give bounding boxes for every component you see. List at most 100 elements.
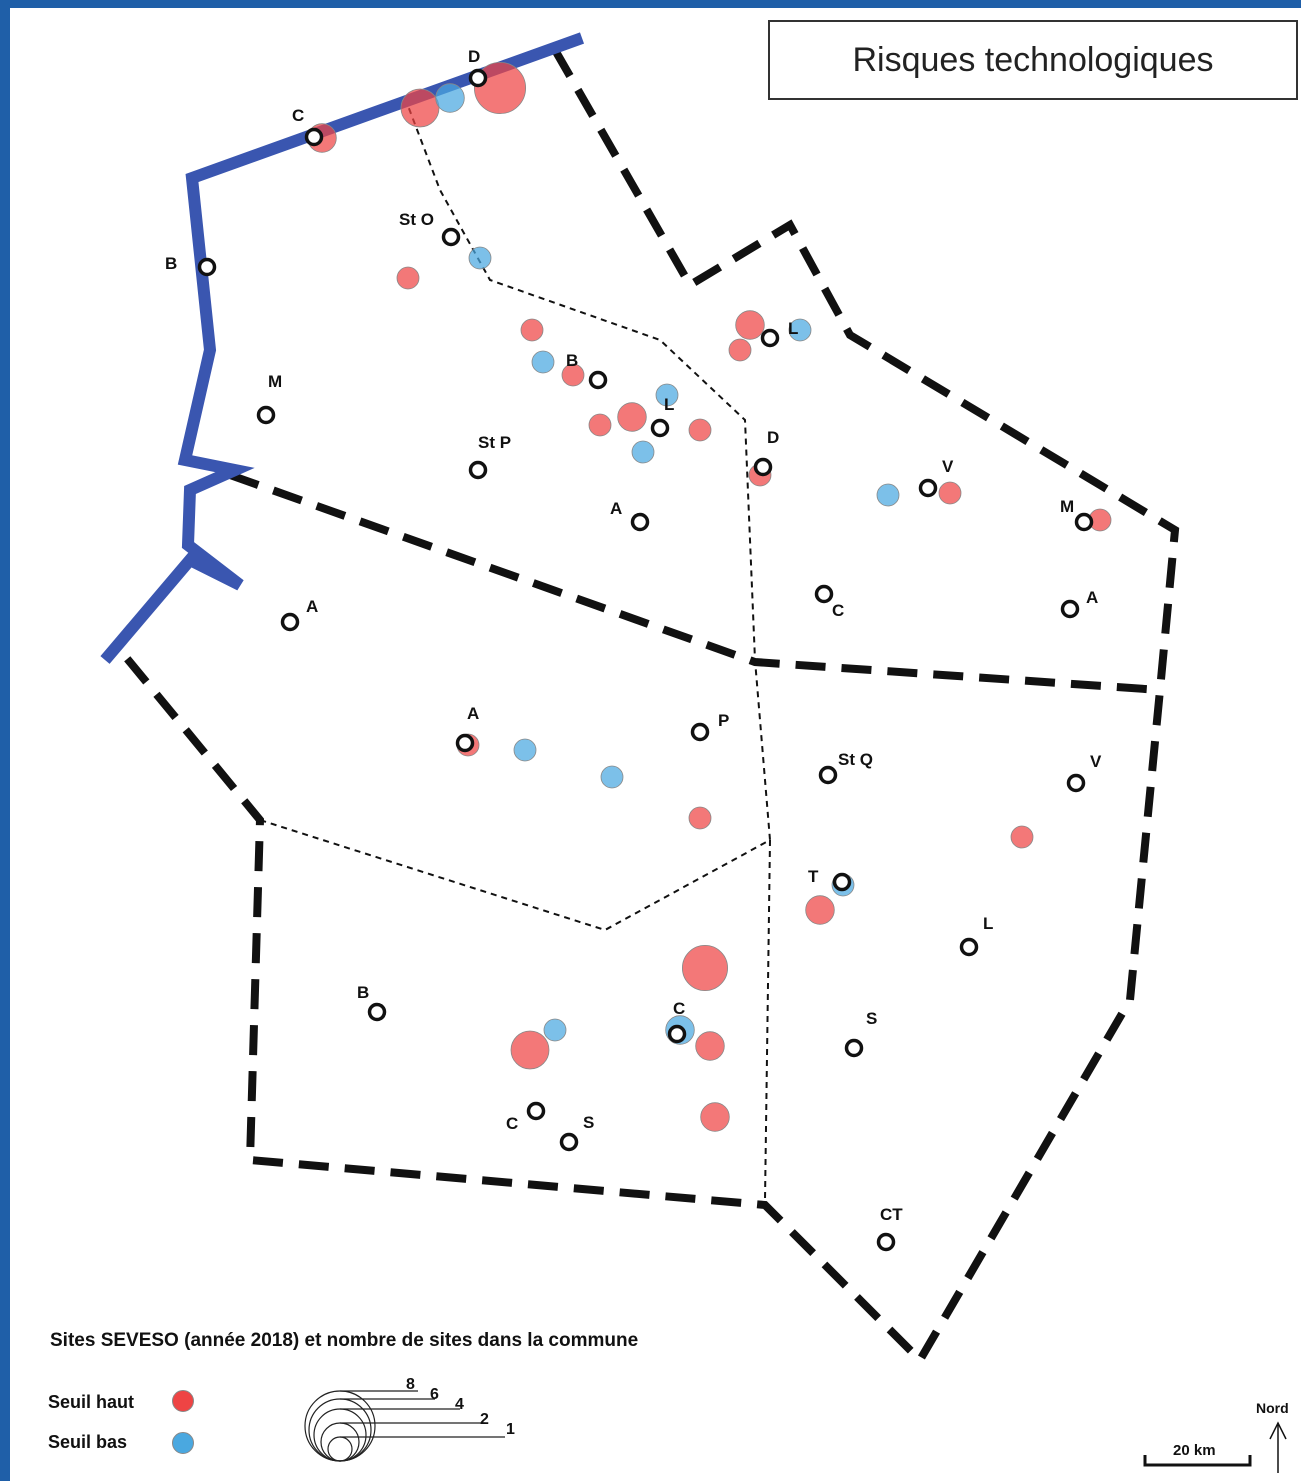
town-label: V (942, 457, 954, 476)
town-label: A (610, 499, 622, 518)
town-marker (753, 457, 773, 477)
town-marker (667, 1024, 687, 1044)
town-marker (441, 227, 461, 247)
seveso-site-haut (617, 402, 647, 432)
town-label: T (808, 867, 819, 886)
seveso-site-haut (520, 318, 544, 342)
frame-left (0, 0, 10, 1481)
town-label: C (506, 1114, 518, 1133)
seveso-site-bas (543, 1018, 567, 1042)
town-marker (197, 257, 217, 277)
town-label: St P (478, 433, 511, 452)
town-label: L (983, 914, 993, 933)
town-marker (468, 460, 488, 480)
town-marker (760, 328, 780, 348)
town-label: B (357, 983, 369, 1002)
seveso-site-haut (688, 806, 712, 830)
town-label: B (165, 254, 177, 273)
town-marker (876, 1232, 896, 1252)
seveso-site-haut (735, 310, 765, 340)
town-marker (959, 937, 979, 957)
towns-layer: D C St O B M L B L St P D V A M C A A A P St Q V T L B C S C S CT (165, 47, 1102, 1252)
map-title: Risques technologiques (852, 40, 1214, 79)
town-label: L (664, 395, 674, 414)
seveso-site-haut (396, 266, 420, 290)
seveso-site-haut (561, 363, 585, 387)
town-marker (844, 1038, 864, 1058)
seveso-site-haut (695, 1031, 725, 1061)
seveso-site-haut (1010, 825, 1034, 849)
legend-size-value: 8 (406, 1376, 415, 1393)
seveso-site-bas (655, 383, 679, 407)
legend-size-value: 2 (480, 1411, 489, 1428)
town-marker (1060, 599, 1080, 619)
town-label: C (832, 601, 844, 620)
town-label: A (306, 597, 318, 616)
seveso-site-bas (513, 738, 537, 762)
map-title-box: Risques technologiques (768, 20, 1298, 100)
seveso-site-bas (531, 350, 555, 374)
seveso-site-bas (788, 318, 812, 342)
seveso-site-haut (473, 61, 527, 115)
town-label: CT (880, 1205, 903, 1224)
legend-title: Sites SEVESO (année 2018) et nombre de s… (50, 1330, 639, 1351)
town-marker (588, 370, 608, 390)
seveso-site-bas (468, 246, 492, 270)
town-marker (367, 1002, 387, 1022)
town-label: M (1060, 497, 1074, 516)
legend-seuil-bas-symbol (172, 1432, 194, 1454)
town-marker (814, 584, 834, 604)
town-label: D (468, 47, 480, 66)
river (100, 32, 585, 664)
district-boundaries (259, 97, 772, 1201)
town-marker (630, 512, 650, 532)
town-marker (1066, 773, 1086, 793)
seveso-site-haut (938, 481, 962, 505)
seveso-site-haut (510, 1030, 550, 1070)
north-label: Nord (1256, 1400, 1289, 1416)
seveso-site-haut (805, 895, 835, 925)
town-label: L (788, 319, 798, 338)
department-borders (116, 48, 1180, 1367)
town-marker (455, 733, 475, 753)
legend-seuil-haut-label: Seuil haut (48, 1392, 135, 1412)
town-label: B (566, 351, 578, 370)
town-label: V (1090, 752, 1102, 771)
town-label: C (292, 106, 304, 125)
seveso-site-haut (400, 88, 440, 128)
town-label: M (268, 372, 282, 391)
town-label: S (866, 1009, 877, 1028)
town-marker (526, 1101, 546, 1121)
legend-size-value: 6 (430, 1386, 439, 1403)
legend-size-value: 1 (506, 1421, 515, 1438)
legend-seuil-bas-label: Seuil bas (48, 1432, 128, 1452)
scale-bar-label: 20 km (1173, 1442, 1216, 1459)
seveso-site-haut (728, 338, 752, 362)
town-marker (918, 478, 938, 498)
town-marker (650, 418, 670, 438)
town-label: S (583, 1113, 594, 1132)
town-marker (832, 872, 852, 892)
seveso-site-haut (700, 1102, 730, 1132)
seveso-site-bas (876, 483, 900, 507)
town-label: A (467, 704, 479, 723)
frame-top (0, 0, 1301, 8)
seveso-site-haut (588, 413, 612, 437)
seveso-site-bas (600, 765, 624, 789)
town-label: P (718, 711, 729, 730)
scale-and-north: 20 km Nord (1143, 1400, 1289, 1473)
town-marker (304, 127, 324, 147)
legend-size-scale: 8 6 4 2 1 (304, 1376, 515, 1462)
town-marker (256, 405, 276, 425)
legend-size-value: 4 (455, 1396, 464, 1413)
town-label: St Q (838, 750, 873, 769)
town-label: A (1086, 588, 1098, 607)
legend-seuil-haut-symbol (172, 1390, 194, 1412)
town-marker (559, 1132, 579, 1152)
seveso-site-haut (682, 945, 728, 991)
town-marker (468, 68, 488, 88)
seveso-site-haut (688, 418, 712, 442)
seveso-site-bas (435, 83, 465, 113)
town-label: St O (399, 210, 434, 229)
